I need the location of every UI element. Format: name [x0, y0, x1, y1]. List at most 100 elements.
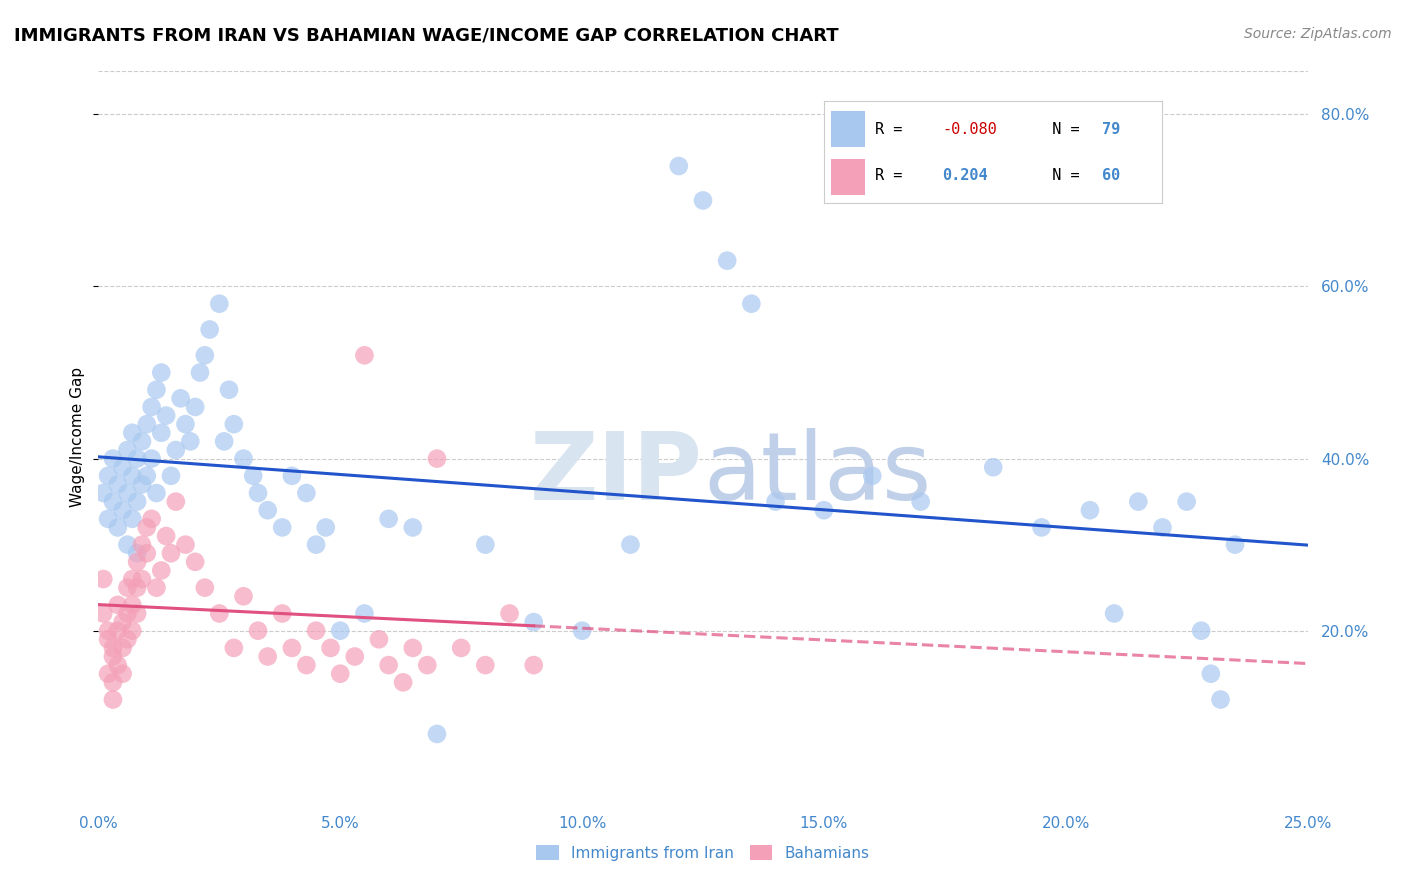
Point: [111, 666, 134, 681]
Point: [107, 477, 129, 491]
Point: [155, 409, 177, 423]
Point: [165, 494, 187, 508]
Point: [91, 607, 114, 621]
Point: [523, 615, 546, 629]
Point: [256, 649, 278, 664]
Point: [247, 486, 270, 500]
Point: [101, 675, 124, 690]
Point: [305, 538, 328, 552]
Point: [97, 512, 120, 526]
Point: [281, 640, 304, 655]
Point: [117, 486, 139, 500]
Point: [117, 632, 139, 647]
Point: [232, 451, 254, 466]
Point: [150, 425, 173, 440]
Point: [692, 194, 714, 208]
Point: [150, 564, 173, 578]
Point: [208, 296, 231, 310]
Point: [117, 442, 139, 457]
Point: [135, 468, 157, 483]
Point: [107, 598, 129, 612]
Point: [111, 640, 134, 655]
Point: [1102, 607, 1125, 621]
Point: [131, 477, 153, 491]
Point: [174, 417, 197, 432]
Point: [256, 503, 278, 517]
Point: [184, 555, 207, 569]
Point: [131, 434, 153, 449]
Point: [121, 598, 143, 612]
Point: [121, 468, 143, 483]
Point: [392, 675, 415, 690]
Point: [232, 589, 254, 603]
Point: [343, 649, 366, 664]
Point: [668, 159, 690, 173]
Point: [121, 425, 143, 440]
Point: [150, 366, 173, 380]
Point: [121, 572, 143, 586]
Point: [160, 468, 183, 483]
Point: [981, 460, 1004, 475]
Point: [716, 253, 738, 268]
Point: [910, 494, 932, 508]
Point: [179, 434, 201, 449]
Point: [101, 649, 124, 664]
Text: Source: ZipAtlas.com: Source: ZipAtlas.com: [1244, 27, 1392, 41]
Point: [474, 538, 496, 552]
Point: [91, 572, 114, 586]
Point: [101, 640, 124, 655]
Point: [121, 624, 143, 638]
Point: [315, 520, 337, 534]
Point: [813, 503, 835, 517]
Point: [1189, 624, 1212, 638]
Point: [377, 658, 399, 673]
Point: [127, 546, 149, 560]
Point: [1223, 538, 1246, 552]
Point: [426, 727, 449, 741]
Point: [107, 658, 129, 673]
Point: [860, 468, 883, 483]
Point: [218, 383, 240, 397]
Point: [1199, 666, 1222, 681]
Text: IMMIGRANTS FROM IRAN VS BAHAMIAN WAGE/INCOME GAP CORRELATION CHART: IMMIGRANTS FROM IRAN VS BAHAMIAN WAGE/IN…: [14, 27, 839, 45]
Point: [101, 692, 124, 706]
Point: [377, 512, 399, 526]
Point: [91, 486, 114, 500]
Point: [329, 624, 352, 638]
Point: [101, 451, 124, 466]
Point: [571, 624, 593, 638]
Point: [169, 392, 191, 406]
Y-axis label: Wage/Income Gap: Wage/Income Gap: [70, 367, 86, 508]
Point: [222, 640, 245, 655]
Point: [271, 520, 294, 534]
Point: [107, 624, 129, 638]
Point: [194, 581, 217, 595]
Point: [1031, 520, 1053, 534]
Point: [271, 607, 294, 621]
Point: [174, 538, 197, 552]
Point: [145, 383, 167, 397]
Point: [319, 640, 342, 655]
Point: [368, 632, 391, 647]
Point: [450, 640, 472, 655]
Point: [242, 468, 264, 483]
Point: [416, 658, 439, 673]
Point: [117, 607, 139, 621]
Text: ZIP: ZIP: [530, 427, 703, 520]
Point: [127, 581, 149, 595]
Point: [127, 607, 149, 621]
Point: [1209, 692, 1232, 706]
Point: [127, 555, 149, 569]
Point: [131, 572, 153, 586]
Point: [247, 624, 270, 638]
Point: [165, 442, 187, 457]
Point: [295, 486, 318, 500]
Point: [212, 434, 235, 449]
Point: [141, 451, 163, 466]
Point: [97, 632, 120, 647]
Point: [101, 494, 124, 508]
Point: [117, 538, 139, 552]
Point: [135, 546, 157, 560]
Text: atlas: atlas: [703, 427, 931, 520]
Point: [198, 322, 221, 336]
